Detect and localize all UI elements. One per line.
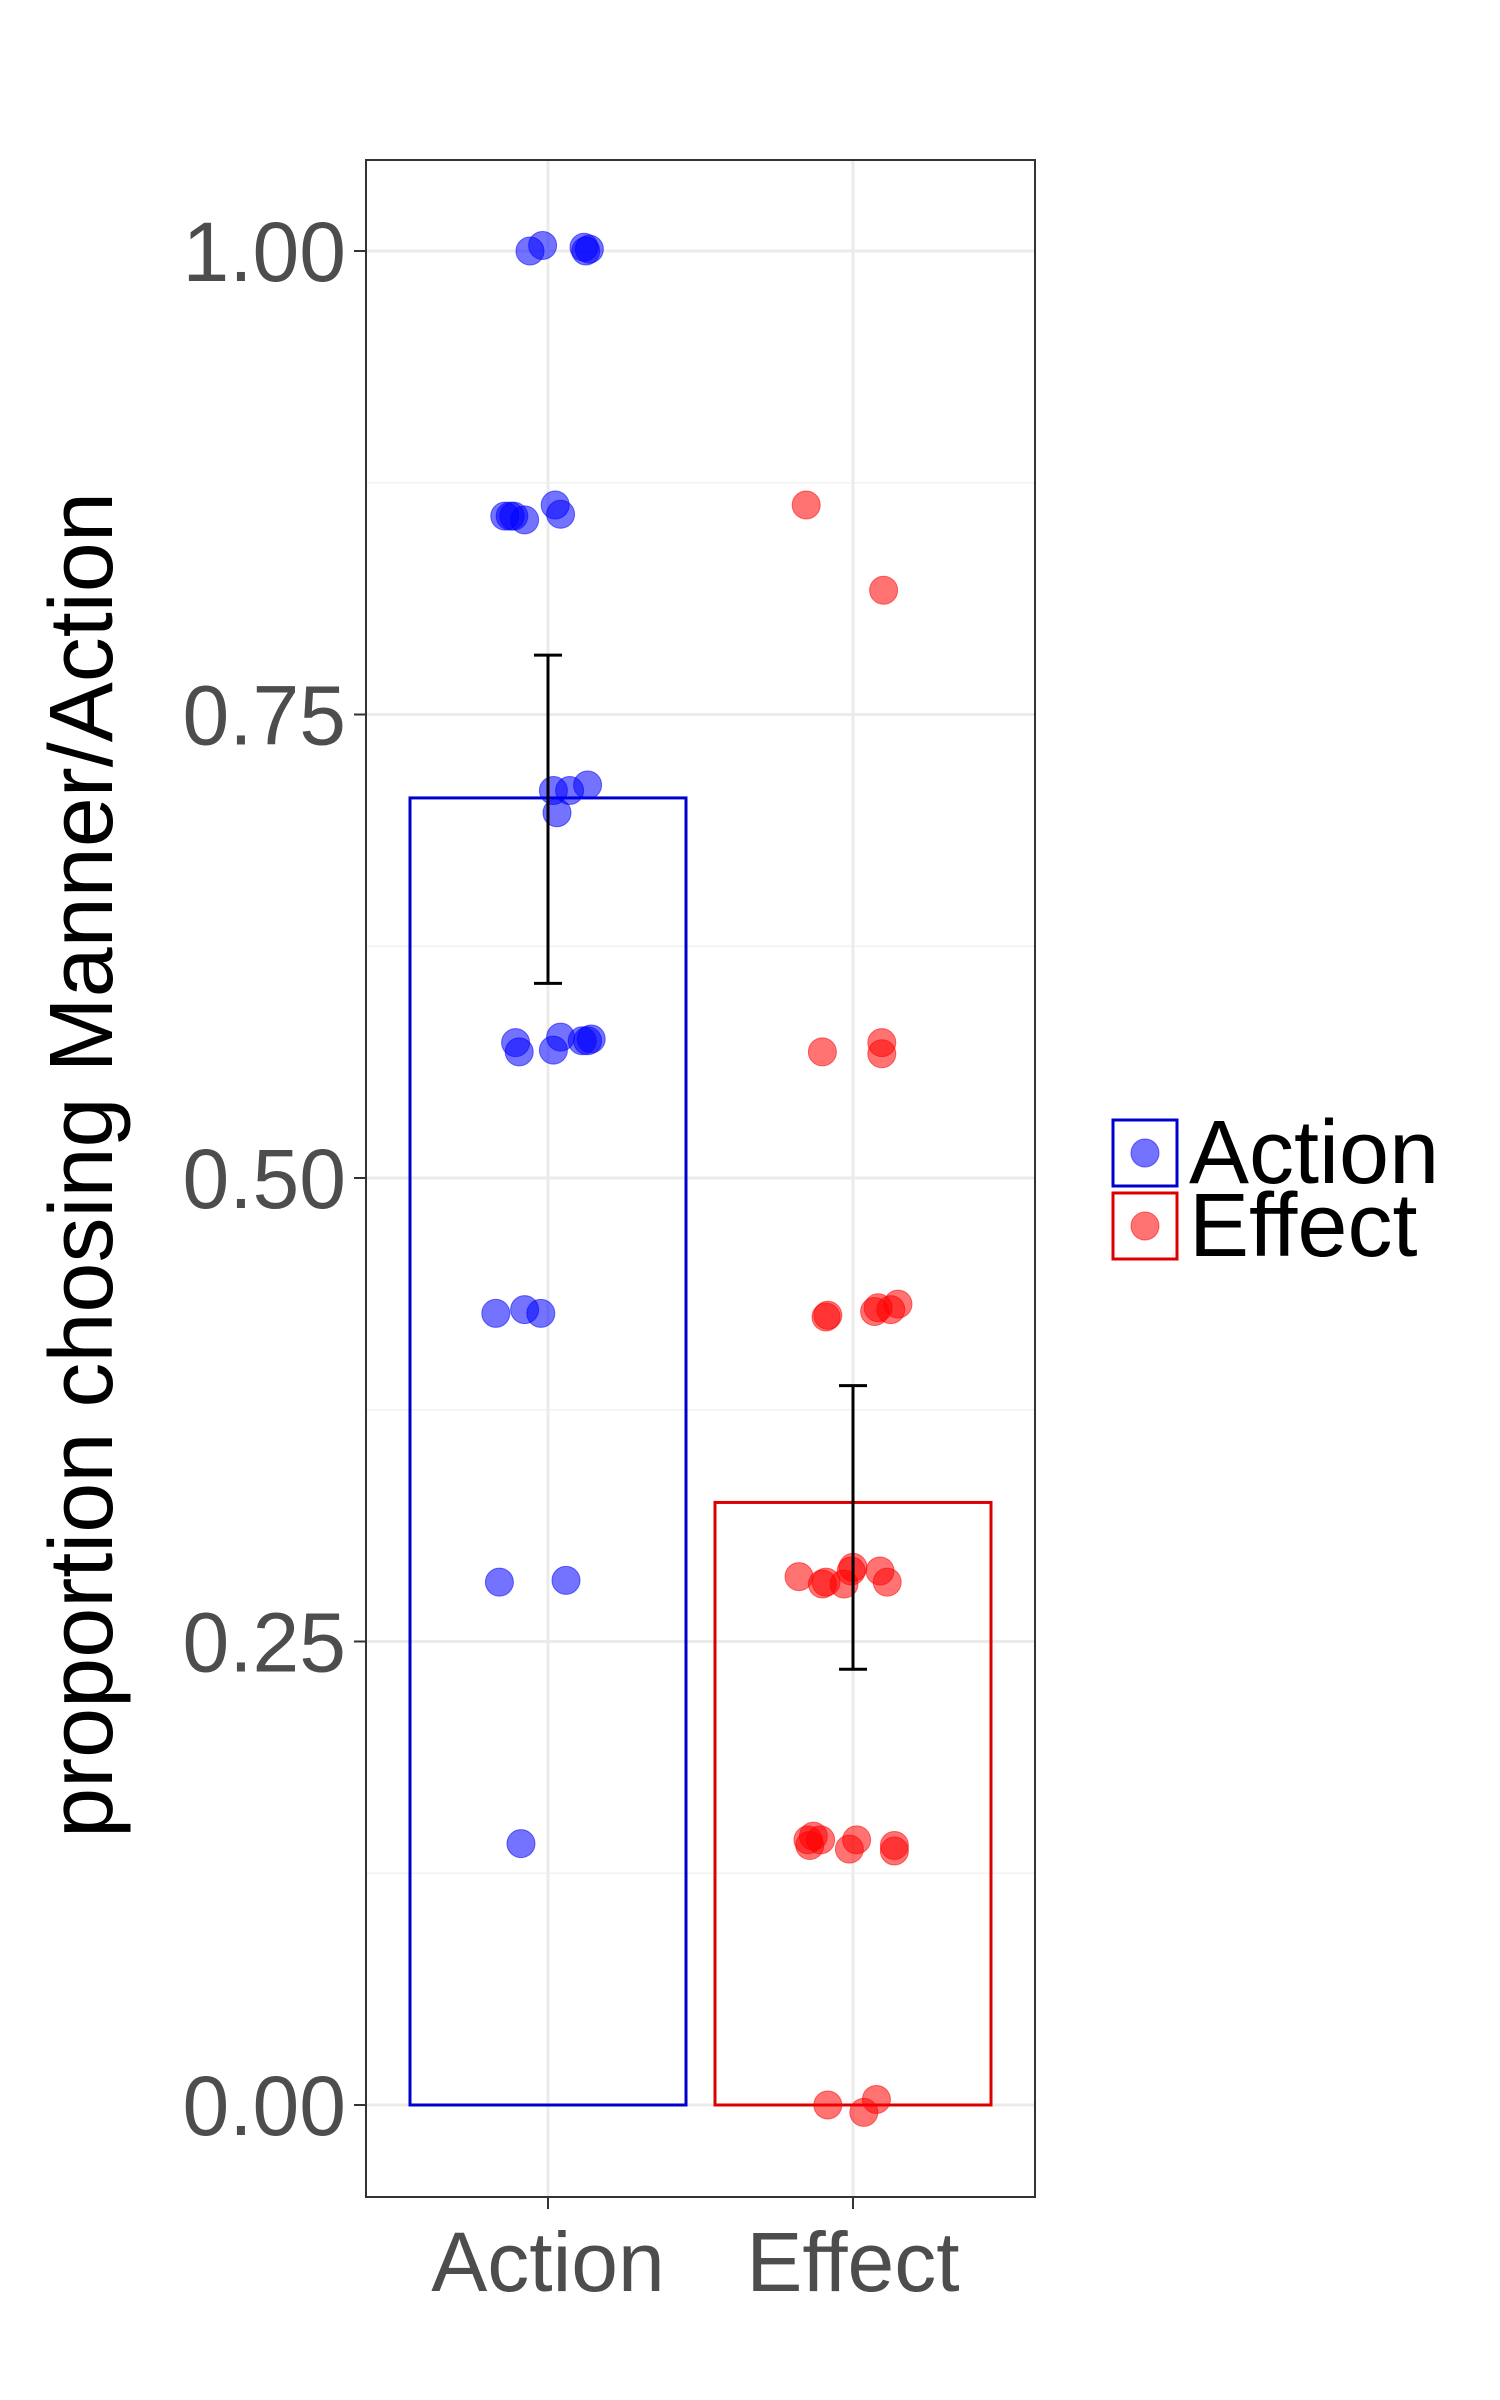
x-tick-label: Action: [431, 2215, 664, 2309]
data-point-effect: [883, 1289, 913, 1319]
y-tick-label: 1.00: [183, 205, 347, 299]
data-point-effect: [861, 2084, 891, 2114]
data-point-action: [504, 1037, 534, 1067]
x-tick-label: Effect: [746, 2215, 959, 2309]
data-point-action: [526, 1298, 556, 1328]
y-tick-label: 0.25: [183, 1596, 347, 1690]
data-point-action: [542, 798, 572, 828]
y-tick-label: 0.00: [183, 2059, 347, 2153]
data-point-action: [574, 234, 604, 264]
data-point-action: [510, 505, 540, 535]
jitter-points: [481, 230, 913, 2127]
y-tick-label: 0.50: [183, 1132, 347, 1226]
data-point-action: [481, 1298, 511, 1328]
data-point-action: [506, 1829, 536, 1859]
data-point-effect: [869, 575, 899, 605]
data-point-effect: [813, 2090, 843, 2120]
data-point-action: [576, 1024, 606, 1054]
y-axis-title: proportion chosing Manner/Action: [32, 492, 132, 1838]
data-point-effect: [872, 1567, 902, 1597]
data-point-action: [484, 1567, 514, 1597]
data-point-effect: [791, 490, 821, 520]
legend-point-effect: [1130, 1211, 1160, 1241]
data-point-effect: [806, 1825, 836, 1855]
legend-point-action: [1130, 1138, 1160, 1168]
y-tick-label: 0.75: [183, 669, 347, 763]
error-bars: [534, 653, 867, 1671]
data-point-action: [551, 1565, 581, 1595]
legend-label-action: Action: [1189, 1103, 1439, 1203]
data-point-action: [546, 499, 576, 529]
legend-label-effect: Effect: [1189, 1176, 1417, 1276]
data-point-effect: [879, 1836, 909, 1866]
axes: 0.00 0.25 0.50 0.75 1.00 Action Effect: [183, 205, 960, 2309]
data-point-effect: [867, 1039, 897, 1069]
data-point-effect: [813, 1300, 843, 1330]
data-point-effect: [842, 1825, 872, 1855]
data-point-effect: [807, 1037, 837, 1067]
data-point-action: [528, 230, 558, 260]
data-point-action: [573, 770, 603, 800]
